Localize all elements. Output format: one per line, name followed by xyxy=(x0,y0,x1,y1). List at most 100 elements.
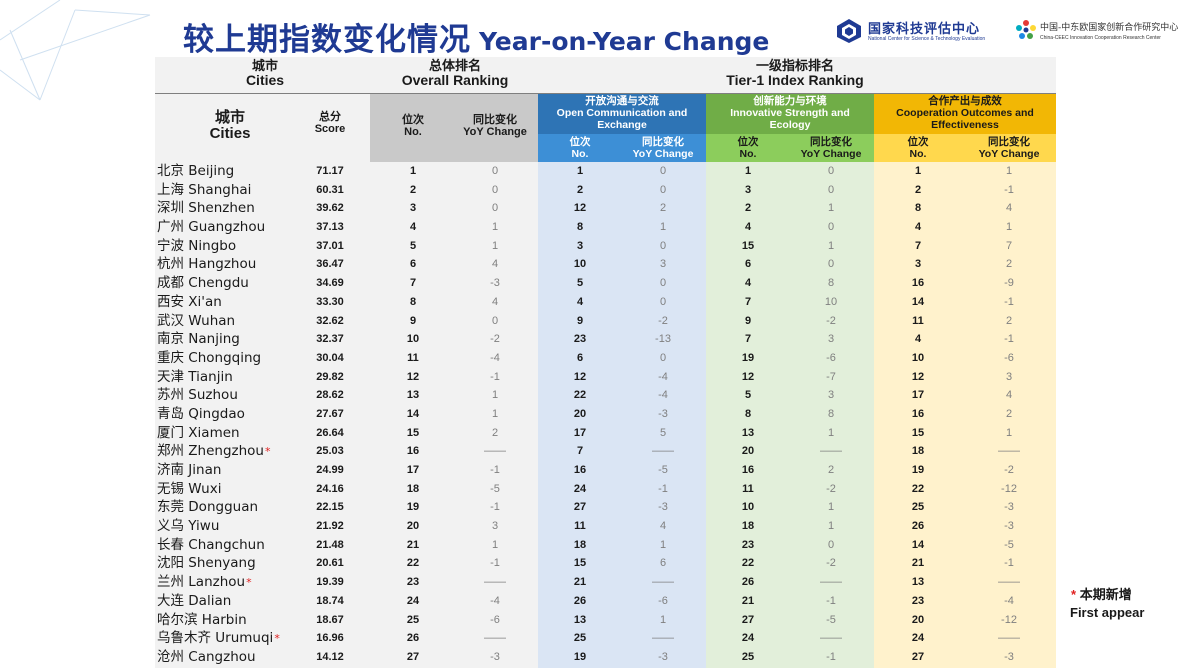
overall-no-cell: 11 xyxy=(407,351,419,364)
score-cell: 32.62 xyxy=(316,314,344,327)
column-header-overall-yoy-zh: 同比变化 xyxy=(473,114,517,126)
inno-no-cell: 12 xyxy=(741,370,755,383)
comm-no-cell: 27 xyxy=(573,501,587,514)
score-cell: 39.62 xyxy=(316,202,344,215)
city-name: 广州 Guangzhou xyxy=(157,219,266,236)
column-header-comm-en1: Open Communication and xyxy=(556,107,688,120)
overall-no-cell: 14 xyxy=(406,407,420,420)
legend-label-en: First appear xyxy=(1070,605,1145,620)
column-header-comm-no-en: No. xyxy=(571,148,589,161)
table-row: 郑州 Zhengzhou* 25.03 16 —— 7 —— 20 —— 18 —— xyxy=(155,442,1056,461)
comm-no-cell: 17 xyxy=(573,426,587,439)
inno-yoy-cell: -6 xyxy=(826,351,836,364)
overall-no-cell: 18 xyxy=(406,482,420,495)
new-entry-star-icon: * xyxy=(274,632,280,646)
city-cell: 北京 Beijing xyxy=(157,162,234,181)
city-name: 济南 Jinan xyxy=(157,462,222,478)
comm-no-cell: 21 xyxy=(573,576,587,589)
city-name: 沧州 Cangzhou xyxy=(157,648,256,665)
overall-no-cell: 5 xyxy=(409,239,417,252)
table-row: 义乌 Yiwu 21.92 20 3 11 4 18 1 26 -3 xyxy=(155,517,1056,536)
comm-no-cell: 16 xyxy=(573,464,587,476)
group-header-overall: 总体排名 Overall Ranking xyxy=(385,59,525,87)
table-row: 长春 Changchun 21.48 21 1 18 1 23 0 14 -5 xyxy=(155,536,1056,555)
comm-yoy-cell: 0 xyxy=(659,277,667,290)
coop-no-cell: 20 xyxy=(911,613,925,626)
overall-yoy-cell: —— xyxy=(484,445,506,458)
score-cell: 24.16 xyxy=(316,482,344,495)
score-cell: 18.74 xyxy=(316,594,344,607)
overall-yoy-cell: 1 xyxy=(491,407,499,420)
column-header-overall-no-en: No. xyxy=(404,125,422,138)
inno-column-bg xyxy=(706,162,874,668)
inno-no-cell: 18 xyxy=(741,520,755,533)
score-cell: 24.99 xyxy=(316,464,344,476)
comm-no-cell: 11 xyxy=(574,520,586,533)
city-cell: 厦门 Xiamen xyxy=(157,424,240,443)
city-cell: 沈阳 Shenyang xyxy=(157,554,256,573)
overall-no-cell: 21 xyxy=(406,538,420,551)
overall-no-cell: 12 xyxy=(406,370,420,383)
inno-yoy-cell: 0 xyxy=(827,165,835,177)
city-cell: 杭州 Hangzhou xyxy=(157,255,256,274)
column-header-comm-yoy-zh: 同比变化 xyxy=(642,136,684,148)
inno-yoy-cell: 1 xyxy=(827,426,835,439)
column-header-coop: 合作产出与成效 Cooperation Outcomes and Effecti… xyxy=(874,95,1056,131)
comm-yoy-cell: -3 xyxy=(658,501,668,514)
city-name: 长春 Changchun xyxy=(157,536,265,553)
column-header-city-en: Cities xyxy=(209,124,251,142)
inno-yoy-cell: 3 xyxy=(827,389,835,402)
comm-no-cell: 9 xyxy=(576,314,584,327)
city-cell: 西安 Xi'an xyxy=(157,293,222,312)
coop-no-cell: 7 xyxy=(914,239,922,252)
table-row: 厦门 Xiamen 26.64 15 2 17 5 13 1 15 1 xyxy=(155,424,1056,443)
overall-yoy-cell: 0 xyxy=(491,202,499,215)
ceec-logo-en: China-CEEC Innovation Cooperation Resear… xyxy=(1040,35,1161,41)
coop-yoy-cell: -1 xyxy=(1004,295,1014,308)
table-row: 深圳 Shenzhen 39.62 3 0 12 2 2 1 8 4 xyxy=(155,199,1056,218)
table-row: 武汉 Wuhan 32.62 9 0 9 -2 9 -2 11 2 xyxy=(155,312,1056,331)
inno-yoy-cell: 0 xyxy=(827,538,835,551)
city-name: 厦门 Xiamen xyxy=(157,424,240,441)
city-cell: 无锡 Wuxi xyxy=(157,480,221,499)
inno-yoy-cell: 3 xyxy=(827,333,835,346)
inno-yoy-cell: —— xyxy=(820,632,842,645)
comm-no-cell: 4 xyxy=(576,295,584,308)
coop-yoy-cell: -1 xyxy=(1004,557,1014,570)
overall-no-cell: 20 xyxy=(406,520,420,533)
inno-yoy-cell: 0 xyxy=(827,183,835,196)
overall-no-cell: 7 xyxy=(409,277,417,290)
coop-no-cell: 14 xyxy=(911,538,925,551)
comm-subheader-bg xyxy=(538,134,706,162)
inno-no-cell: 2 xyxy=(744,202,752,215)
overall-no-cell: 2 xyxy=(409,183,417,196)
city-cell: 南京 Nanjing xyxy=(157,330,240,349)
coop-yoy-cell: 1 xyxy=(1005,426,1013,439)
coop-yoy-cell: -9 xyxy=(1004,277,1014,290)
ceec-logo: 中国-中东欧国家创新合作研究中心 China-CEEC Innovation C… xyxy=(1014,18,1200,46)
legend-line-zh: * 本期新增 xyxy=(1070,586,1144,604)
overall-no-cell: 8 xyxy=(409,295,417,308)
overall-yoy-cell: -1 xyxy=(490,501,500,514)
table-row: 广州 Guangzhou 37.13 4 1 8 1 4 0 4 1 xyxy=(155,218,1056,237)
city-name: 义乌 Yiwu xyxy=(157,518,220,535)
coop-yoy-cell: -1 xyxy=(1004,333,1014,346)
overall-no-cell: 1 xyxy=(409,165,417,177)
inno-no-cell: 6 xyxy=(744,258,752,271)
nce-logo: 国家科技评估中心 National Center for Science & T… xyxy=(836,18,996,46)
city-cell: 宁波 Ningbo xyxy=(157,237,236,256)
inno-no-cell: 8 xyxy=(744,407,752,420)
comm-yoy-cell: -13 xyxy=(655,333,671,346)
comm-yoy-cell: —— xyxy=(652,576,674,589)
column-header-coop-yoy: 同比变化 YoY Change xyxy=(971,136,1047,160)
city-name: 乌鲁木齐 Urumuqi xyxy=(157,630,274,647)
overall-yoy-cell: -4 xyxy=(490,594,500,607)
inno-yoy-cell: —— xyxy=(820,576,842,589)
comm-yoy-cell: 1 xyxy=(659,221,667,234)
column-header-comm-no-zh: 位次 xyxy=(569,136,591,148)
inno-no-cell: 13 xyxy=(741,426,755,439)
comm-no-cell: 3 xyxy=(576,239,584,252)
inno-yoy-cell: 8 xyxy=(827,277,835,290)
city-name: 兰州 Lanzhou xyxy=(157,574,246,591)
inno-yoy-cell: 1 xyxy=(827,520,835,533)
